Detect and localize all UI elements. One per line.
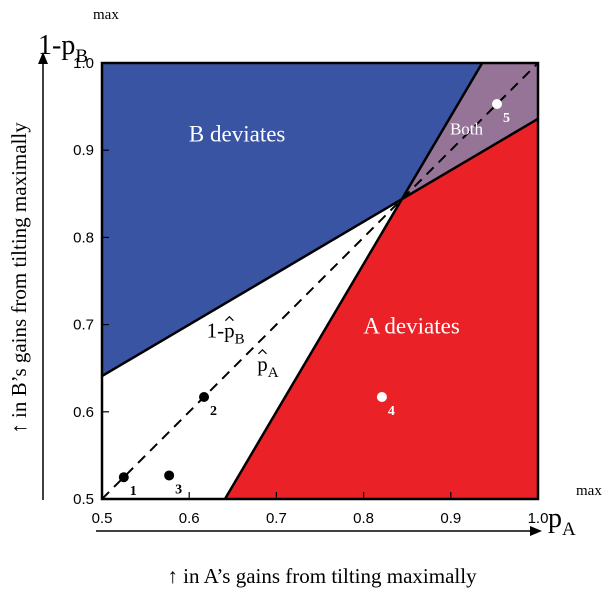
points-layer: 1 2 3 4 5 bbox=[118, 98, 510, 499]
y-corner-title: 1-pB bbox=[38, 30, 88, 67]
x-tick-label: 1.0 bbox=[528, 510, 549, 527]
axis-layer: ↑ in A’s gains from tilting maximally ↑ … bbox=[7, 52, 542, 588]
point-4 bbox=[376, 391, 387, 402]
point-3 bbox=[164, 470, 175, 481]
x-tick-label: 0.5 bbox=[92, 510, 113, 527]
y-tick-label: 0.7 bbox=[73, 317, 94, 334]
x-axis-arrowhead bbox=[530, 526, 542, 536]
y-corner-sup: max bbox=[93, 7, 119, 23]
y-tick-label: 0.5 bbox=[73, 491, 94, 508]
corner-layer: 1-pB max pA max bbox=[38, 7, 602, 540]
x-axis-title: ↑ in A’s gains from tilting maximally bbox=[167, 564, 477, 588]
region-label-both: Both bbox=[450, 120, 484, 139]
hat-mark bbox=[224, 315, 234, 322]
hat-mark bbox=[258, 348, 267, 355]
x-corner-title: pA bbox=[548, 503, 576, 540]
boundary-label-1: 1-pB bbox=[207, 315, 245, 348]
ticks-layer: 0.5 0.6 0.7 0.8 0.9 1.0 0.5 0.6 0.7 0.8 0.9 1.0 bbox=[73, 55, 548, 527]
plot-frame bbox=[100, 61, 540, 501]
y-tick-label: 0.8 bbox=[73, 229, 94, 246]
point-5 bbox=[492, 98, 503, 109]
y-axis-title: ↑ in B’s gains from tilting maximally bbox=[7, 122, 31, 434]
boundary-line-1 bbox=[101, 117, 539, 378]
point-label-3: 3 bbox=[175, 482, 182, 497]
boundary-label-2: pA bbox=[257, 348, 279, 381]
svg-text:1-pB: 1-pB bbox=[207, 319, 245, 348]
x-tick-label: 0.8 bbox=[353, 510, 374, 527]
x-tick-label: 0.6 bbox=[179, 510, 200, 527]
frame-layer bbox=[100, 61, 540, 501]
labels-layer: B deviates A deviates Both 1-pB pA bbox=[189, 120, 484, 381]
point-label-2: 2 bbox=[210, 404, 217, 419]
x-tick-label: 0.9 bbox=[440, 510, 461, 527]
region-b-deviates bbox=[102, 63, 483, 377]
point-1 bbox=[118, 472, 129, 483]
boundary-line-2 bbox=[223, 62, 484, 500]
point-label-4: 4 bbox=[388, 404, 395, 419]
y-axis-arrowhead bbox=[38, 52, 48, 64]
diagonal-dashed-line bbox=[101, 62, 539, 500]
y-tick-label: 0.6 bbox=[73, 404, 94, 421]
point-label-5: 5 bbox=[503, 111, 510, 126]
y-tick-label: 1.0 bbox=[73, 55, 94, 72]
point-2 bbox=[199, 391, 210, 402]
x-corner-sup: max bbox=[576, 483, 602, 499]
y-tick-label: 0.9 bbox=[73, 142, 94, 159]
x-tick-label: 0.7 bbox=[266, 510, 287, 527]
region-label-b-deviates: B deviates bbox=[189, 121, 285, 146]
lines-layer bbox=[101, 62, 539, 500]
svg-text:pA: pA bbox=[257, 352, 279, 381]
point-label-1: 1 bbox=[130, 484, 137, 499]
region-a-deviates bbox=[224, 118, 538, 500]
region-label-a-deviates: A deviates bbox=[363, 313, 459, 338]
